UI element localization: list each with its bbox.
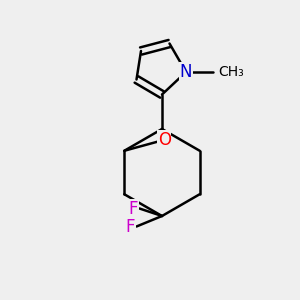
Text: O: O [158,131,171,149]
Text: N: N [180,63,192,81]
Text: CH₃: CH₃ [218,65,244,79]
Text: F: F [129,200,138,217]
Text: F: F [126,218,135,236]
